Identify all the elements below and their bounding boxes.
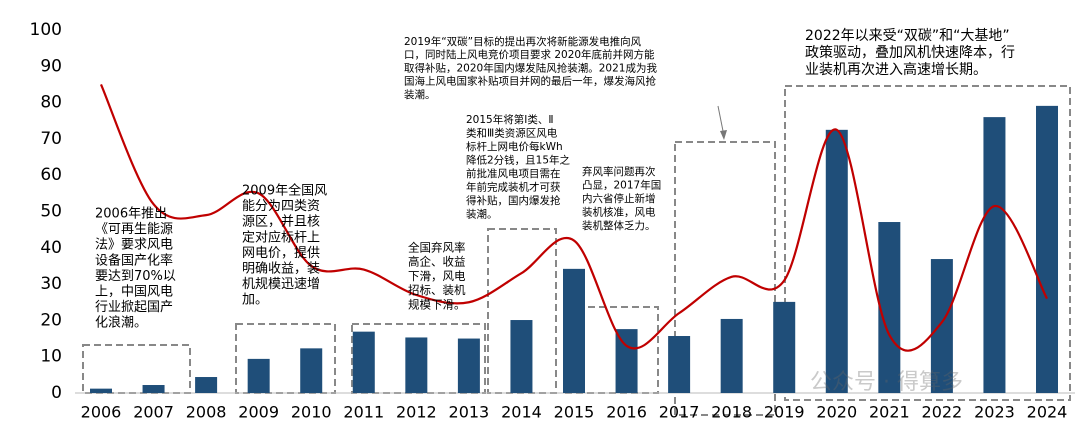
y-tick-label: 0 (51, 383, 62, 403)
annotation-line: 得补贴，国内爆发抢 (466, 194, 561, 207)
x-tick-label: 2014 (501, 403, 542, 422)
annotation-line: 明确收益，装 (242, 262, 320, 277)
annotation-line: 源区，并且核 (242, 215, 320, 230)
x-tick-label: 2010 (291, 403, 332, 422)
annotation-line: 设备国产化率 (95, 252, 173, 268)
bar (300, 348, 323, 393)
bar (720, 318, 743, 393)
annotation-line: 口，同时陆上风电竞价项目要求 2020年底前并网方能 (404, 48, 655, 61)
x-tick-label: 2024 (1027, 403, 1068, 422)
x-tick-label: 2011 (343, 403, 384, 422)
annotation-line: 上，中国风电 (95, 285, 173, 300)
annotation-line: 取得补贴，2020年国内爆发陆风抢装潮。2021成为我 (404, 61, 657, 74)
x-tick-label: 2013 (449, 403, 490, 422)
annotation-line: 招标、装机 (408, 283, 466, 297)
bar (1036, 105, 1058, 393)
y-tick-label: 30 (40, 274, 62, 294)
annotation-line: 定对应标杆上 (242, 229, 320, 245)
y-tick-label: 50 (40, 202, 62, 222)
x-tick-label: 2017 (659, 403, 700, 422)
annotation-line: 内六省停止新增 (582, 192, 656, 205)
annotation-line: 高企、收益 (408, 255, 466, 269)
annotation-line: 规模下滑。 (408, 297, 466, 311)
annotation-line: 加。 (242, 293, 268, 308)
annotation-line: 全国弃风率 (408, 241, 466, 255)
annotation-line: 行业掀起国产 (95, 300, 173, 315)
bar (930, 259, 953, 393)
bar (563, 268, 585, 393)
y-tick-label: 60 (40, 165, 62, 185)
bar (983, 117, 1006, 394)
y-tick-label: 70 (40, 129, 62, 149)
x-tick-label: 2018 (711, 403, 752, 422)
x-tick-label: 2008 (186, 403, 227, 422)
annotation-line: 2022年以来受“双碳”和“大基地” (805, 27, 1010, 44)
annotation-line: 政策驱动，叠加风机快速降本，行 (805, 44, 1015, 61)
bar (195, 377, 218, 393)
x-tick-label: 2007 (133, 403, 174, 422)
y-tick-label: 10 (40, 347, 62, 367)
annotation-line: 化浪潮。 (95, 316, 147, 331)
annotation-line: 国海上风电国家补贴项目并网的最后一年，爆发海风抢 (404, 75, 656, 88)
x-tick-label: 2021 (869, 403, 910, 422)
annotation-line: 《可再生能源 (95, 222, 173, 237)
bar (142, 385, 165, 393)
watermark: 公众号 · 得算多 (810, 370, 963, 395)
y-tick-label: 100 (30, 20, 62, 40)
annotation-line: 2019年“双碳”目标的提出再次将新能源发电推向风 (404, 35, 642, 48)
annotation-line: 年前完成装机才可获 (466, 181, 561, 194)
period-box (235, 323, 336, 394)
bar (668, 336, 691, 393)
annotation-line: 2009年全国风 (242, 183, 327, 199)
y-tick-label: 20 (40, 310, 62, 330)
annotation-line: 装机整体乏力。 (582, 219, 656, 232)
annotation-line: 降低2分钱，且15年之 (466, 154, 571, 167)
y-tick-label: 40 (40, 238, 62, 258)
bar (247, 358, 270, 393)
bar (405, 337, 428, 393)
x-tick-label: 2009 (238, 403, 279, 422)
bar (773, 301, 796, 393)
bar (825, 129, 848, 393)
period-box (82, 344, 191, 394)
x-tick-label: 2022 (922, 403, 963, 422)
annotation-line: 下滑，风电 (408, 269, 466, 283)
annotation-line: 要达到70%以 (95, 269, 176, 284)
y-tick-label: 80 (40, 93, 62, 113)
bar (615, 329, 638, 393)
x-tick-label: 2023 (974, 403, 1015, 422)
annotation-line: 法》要求风电 (95, 238, 173, 253)
annotation-line: 机规模迅速增 (242, 277, 320, 292)
annotation-line: 弃风率问题再次 (582, 165, 656, 178)
period-box (784, 85, 1071, 401)
annotation-line: 2006年推出 (95, 207, 167, 222)
x-tick-label: 2019 (764, 403, 805, 422)
annotation-line: 装潮。 (404, 88, 436, 101)
bar (510, 320, 533, 393)
x-tick-label: 2016 (606, 403, 647, 422)
y-tick-label: 90 (40, 56, 62, 76)
trend-line (99, 84, 1048, 352)
annotation-line: 标杆上网电价每kWh (466, 140, 563, 153)
x-tick-label: 2006 (81, 403, 122, 422)
bar (457, 338, 480, 393)
annotation-line: 装潮。 (466, 208, 498, 221)
annotation-line: 前批准风电项目需在 (466, 167, 561, 180)
annotation-line: 2015年将第Ⅰ类、Ⅱ (466, 113, 554, 126)
bar (878, 222, 901, 393)
period-box (674, 141, 776, 416)
annotation-line: 网电价，提供 (242, 245, 320, 261)
annotation-line: 业装机再次进入高速增长期。 (805, 61, 987, 78)
bar (352, 331, 375, 393)
annotation-line: 类和Ⅲ类资源区风电 (466, 127, 558, 140)
bar (90, 388, 112, 393)
x-tick-label: 2015 (554, 403, 595, 422)
arrow-head (720, 130, 727, 140)
annotation-line: 能分为四类资 (242, 199, 320, 214)
x-tick-label: 2012 (396, 403, 437, 422)
annotation-line: 装机核准，风电 (582, 206, 656, 219)
annotation-line: 凸显，2017年国 (582, 179, 661, 192)
x-tick-label: 2020 (816, 403, 857, 422)
